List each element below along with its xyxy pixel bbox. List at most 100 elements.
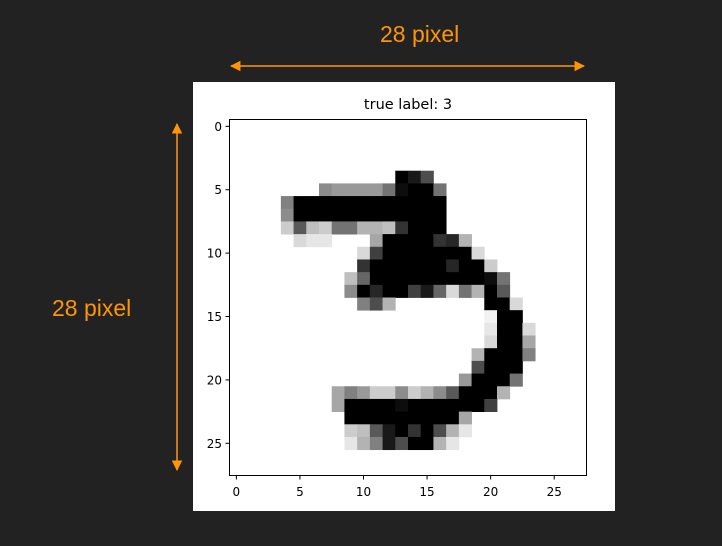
pixel-cell (471, 284, 485, 298)
pixel-cell (369, 398, 383, 413)
pixel-cell (382, 424, 396, 438)
pixel-cell (433, 246, 447, 260)
pixel-cell (369, 411, 383, 425)
pixel-cell (497, 322, 511, 336)
pixel-cell (458, 386, 472, 400)
pixel-cell (344, 436, 358, 451)
pixel-cell (369, 259, 383, 273)
pixel-cell (331, 208, 345, 222)
pixel-cell (446, 411, 460, 425)
pixel-cell (331, 183, 345, 197)
pixel-cell (357, 436, 371, 451)
pixel-cell (484, 259, 498, 273)
pixel-cell (509, 310, 523, 324)
pixel-cell (408, 272, 422, 286)
pixel-cell (306, 208, 320, 222)
pixel-cell (446, 424, 460, 438)
pixel-cell (420, 221, 434, 235)
pixel-cell (382, 208, 396, 222)
y-tick-label: 0 (214, 120, 222, 134)
x-tick-label: 15 (419, 485, 434, 499)
pixel-cell (408, 183, 422, 197)
pixel-cell (484, 386, 498, 400)
y-tick-label: 25 (207, 437, 222, 451)
pixel-cell (369, 284, 383, 298)
pixel-cell (344, 208, 358, 222)
pixel-cell (446, 284, 460, 298)
pixel-cell (484, 398, 498, 413)
pixel-cell (357, 221, 371, 235)
pixel-cell (484, 360, 498, 374)
pixel-cell (408, 170, 422, 184)
pixel-cell (497, 373, 511, 387)
pixel-cell (420, 196, 434, 210)
pixel-cell (280, 208, 294, 222)
pixel-cell (433, 259, 447, 273)
pixel-cell (408, 221, 422, 235)
pixel-cell (319, 234, 333, 248)
pixel-cell (509, 348, 523, 362)
pixel-cell (446, 234, 460, 248)
pixel-cell (357, 196, 371, 210)
pixel-cell (497, 348, 511, 362)
pixel-cell (458, 246, 472, 260)
pixel-cell (408, 208, 422, 222)
pixel-cell (280, 196, 294, 210)
pixel-cell (497, 335, 511, 349)
pixel-cell (420, 234, 434, 248)
pixel-cell (382, 183, 396, 197)
pixel-cell (382, 297, 396, 311)
pixel-cell (408, 284, 422, 298)
pixel-cell (395, 246, 409, 260)
pixel-cell (293, 196, 307, 210)
pixel-cell (433, 183, 447, 197)
pixel-cell (306, 234, 320, 248)
pixel-cell (408, 436, 422, 451)
pixel-cell (382, 196, 396, 210)
pixel-cell (344, 424, 358, 438)
pixel-cell (331, 386, 345, 400)
pixel-cell (484, 373, 498, 387)
pixel-cell (395, 272, 409, 286)
pixel-cell (433, 234, 447, 248)
pixel-cell (395, 234, 409, 248)
pixel-cell (420, 170, 434, 184)
pixel-cell (369, 272, 383, 286)
pixel-cell (509, 297, 523, 311)
pixel-cell (471, 259, 485, 273)
pixel-cell (458, 373, 472, 387)
pixel-cell (484, 348, 498, 362)
pixel-cell (497, 297, 511, 311)
pixel-cell (484, 335, 498, 349)
pixel-cell (369, 196, 383, 210)
pixel-cell (331, 398, 345, 413)
pixel-cell (395, 259, 409, 273)
pixel-cell (344, 284, 358, 298)
pixel-cell (433, 436, 447, 451)
pixel-cell (471, 348, 485, 362)
x-tick-label: 5 (296, 485, 304, 499)
pixel-cell (382, 436, 396, 451)
pixel-cell (395, 183, 409, 197)
pixel-cell (420, 246, 434, 260)
pixel-cell (293, 234, 307, 248)
pixel-cell (484, 322, 498, 336)
pixel-cell (484, 284, 498, 298)
axes-frame (229, 119, 587, 476)
pixel-cell (293, 221, 307, 235)
pixel-cell (433, 208, 447, 222)
x-tick-label: 10 (356, 485, 371, 499)
pixel-cell (420, 183, 434, 197)
pixel-cell (382, 272, 396, 286)
pixel-cell (433, 411, 447, 425)
pixel-cell (471, 246, 485, 260)
pixel-cell (446, 398, 460, 413)
pixel-cell (420, 436, 434, 451)
pixel-cell (433, 221, 447, 235)
pixel-cell (395, 196, 409, 210)
pixel-cell (458, 398, 472, 413)
pixel-cell (497, 360, 511, 374)
pixel-cell (458, 234, 472, 248)
x-tick-label: 20 (483, 485, 498, 499)
pixel-cell (433, 196, 447, 210)
